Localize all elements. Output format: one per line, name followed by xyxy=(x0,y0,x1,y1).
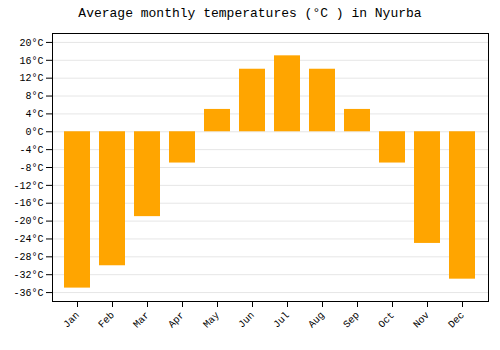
svg-text:Jun: Jun xyxy=(236,310,257,331)
svg-text:-16°C: -16°C xyxy=(13,198,43,209)
svg-text:-28°C: -28°C xyxy=(13,252,43,263)
svg-text:0°C: 0°C xyxy=(25,127,43,138)
svg-text:May: May xyxy=(201,310,222,331)
svg-text:-20°C: -20°C xyxy=(13,216,43,227)
svg-text:Mar: Mar xyxy=(131,310,152,331)
svg-text:16°C: 16°C xyxy=(19,56,43,67)
svg-text:-4°C: -4°C xyxy=(19,145,43,156)
svg-text:-8°C: -8°C xyxy=(19,163,43,174)
svg-text:Jul: Jul xyxy=(271,310,292,331)
svg-text:Sep: Sep xyxy=(341,310,362,331)
svg-text:Apr: Apr xyxy=(166,310,187,331)
svg-text:Dec: Dec xyxy=(446,310,467,331)
svg-text:4°C: 4°C xyxy=(25,109,43,120)
svg-text:-24°C: -24°C xyxy=(13,234,43,245)
svg-text:-36°C: -36°C xyxy=(13,288,43,299)
html-text:Average monthly temperatures (: Average monthly temperatures (°C ) in Ny… xyxy=(78,6,422,21)
svg-text:8°C: 8°C xyxy=(25,91,43,102)
svg-text:Aug: Aug xyxy=(306,310,327,331)
svg-text:Nov: Nov xyxy=(411,310,432,331)
svg-text:20°C: 20°C xyxy=(19,38,43,49)
svg-text:Feb: Feb xyxy=(96,310,117,331)
svg-text:-12°C: -12°C xyxy=(13,181,43,192)
svg-text:-32°C: -32°C xyxy=(13,270,43,281)
svg-text:Oct: Oct xyxy=(376,310,397,331)
svg-text:Jan: Jan xyxy=(61,310,82,331)
svg-text:12°C: 12°C xyxy=(19,73,43,84)
